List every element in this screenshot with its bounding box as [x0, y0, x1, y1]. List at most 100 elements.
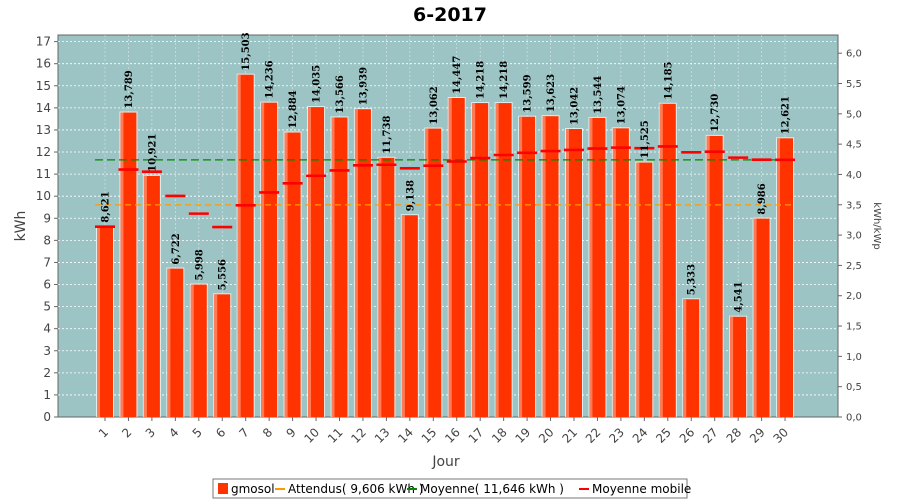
y2-tick-label: 1,0: [846, 352, 862, 363]
bar-highlight: [97, 226, 100, 417]
bar: [354, 109, 371, 417]
y2-tick-label: 1,5: [846, 322, 862, 333]
x-tick-label: 19: [513, 425, 534, 446]
bar-highlight: [120, 112, 124, 418]
x-tick-label: 23: [606, 425, 627, 446]
bar-highlight: [589, 117, 593, 418]
bar: [167, 268, 184, 417]
x-tick-label: 22: [583, 425, 604, 446]
x-tick-label: 14: [395, 425, 416, 446]
bar-highlight: [448, 97, 452, 417]
bar: [97, 226, 113, 417]
bar-highlight: [378, 157, 382, 418]
x-tick-label: 18: [489, 425, 510, 446]
bar-highlight: [214, 294, 218, 417]
y-tick-label: 1: [43, 388, 51, 402]
data-label: 8,621: [101, 191, 112, 222]
x-tick-label: 6: [213, 425, 228, 440]
data-label: 11,738: [382, 116, 393, 154]
bars: [96, 73, 795, 418]
bar: [519, 116, 536, 418]
bar: [706, 135, 723, 417]
bar-highlight: [706, 135, 710, 417]
x-tick-label: 12: [348, 425, 369, 446]
data-label: 5,998: [194, 249, 205, 280]
bar: [308, 107, 325, 417]
y-tick-label: 8: [43, 233, 51, 247]
y2-axis-label: kWh/kWp: [871, 202, 882, 249]
bar-highlight: [425, 128, 429, 417]
x-tick-label: 13: [372, 425, 393, 446]
y2-tick-label: 0,0: [846, 413, 862, 424]
bar: [730, 316, 747, 417]
data-labels: 8,621 13,789 10,921 6,722 5,998 5,556 15,503 14…: [101, 32, 792, 312]
bar: [612, 128, 629, 417]
y-tick-label: 2: [43, 366, 51, 380]
data-label: 11,525: [640, 120, 651, 158]
data-label: 14,185: [663, 61, 674, 99]
x-axis-label: Jour: [431, 454, 460, 470]
data-label: 13,566: [335, 75, 346, 113]
bar: [331, 117, 348, 418]
x-tick-label: 17: [466, 425, 487, 446]
y2-tick-label: 4,0: [846, 170, 862, 181]
legend-label-moyenne: Moyenne( 11,646 kWh ): [420, 482, 564, 496]
data-label: 14,447: [452, 56, 463, 94]
x-tick-label: 20: [536, 425, 557, 446]
bar: [753, 218, 770, 417]
x-tick-label: 1: [96, 425, 111, 440]
bar-highlight: [753, 218, 757, 417]
y-tick-label: 9: [43, 211, 51, 225]
bar: [190, 284, 207, 417]
y-tick-label: 7: [43, 255, 51, 269]
bar: [636, 162, 653, 417]
bar-highlight: [542, 116, 546, 417]
y-tick-label: 17: [36, 35, 51, 49]
y-tick-label: 16: [36, 57, 51, 71]
bar-highlight: [354, 109, 358, 417]
y-axis-label: kWh: [13, 211, 29, 242]
bar-highlight: [659, 103, 663, 418]
data-label: 13,599: [523, 74, 534, 112]
data-label: 14,236: [265, 60, 276, 98]
x-tick-label: 15: [419, 425, 440, 446]
y2-tick-label: 6,0: [846, 49, 862, 60]
data-label: 13,789: [124, 70, 135, 108]
bar-highlight: [261, 102, 265, 418]
data-label: 9,138: [405, 180, 416, 211]
y-tick-label: 11: [36, 167, 51, 181]
x-tick-label: 5: [190, 425, 205, 440]
legend-label-moyenne-mobile: Moyenne mobile: [592, 482, 691, 496]
data-label: 15,503: [241, 32, 252, 70]
bar-highlight: [777, 138, 781, 417]
data-label: 13,544: [593, 76, 604, 114]
bar-highlight: [730, 316, 734, 417]
bar: [448, 97, 465, 417]
legend-swatch-gmosol: [218, 483, 228, 494]
data-label: 13,623: [546, 74, 557, 112]
bar-highlight: [308, 107, 312, 417]
data-label: 12,730: [710, 94, 721, 132]
data-label: 14,218: [499, 61, 510, 99]
bar: [542, 116, 559, 417]
bar-highlight: [237, 74, 241, 418]
bar: [378, 157, 395, 418]
bar-highlight: [143, 175, 147, 417]
x-tick-label: 25: [653, 425, 674, 446]
bar-highlight: [331, 117, 335, 418]
chart-title: 6-2017: [413, 4, 487, 26]
bar-highlight: [401, 215, 405, 417]
bar: [261, 102, 278, 418]
y2-tick-label: 4,5: [846, 140, 862, 151]
legend-box: [212, 478, 688, 499]
y2-tick-label: 5,0: [846, 109, 862, 120]
legend-label-attendus: Attendus( 9,606 kWh ): [288, 482, 423, 496]
bar: [401, 215, 418, 417]
data-label: 8,986: [757, 183, 768, 214]
bar: [284, 132, 301, 417]
reference-lines: [95, 159, 796, 206]
y2-tick-label: 2,0: [846, 291, 862, 302]
legend-label-gmosol: gmosol: [231, 482, 275, 496]
bar-highlight: [495, 103, 499, 418]
